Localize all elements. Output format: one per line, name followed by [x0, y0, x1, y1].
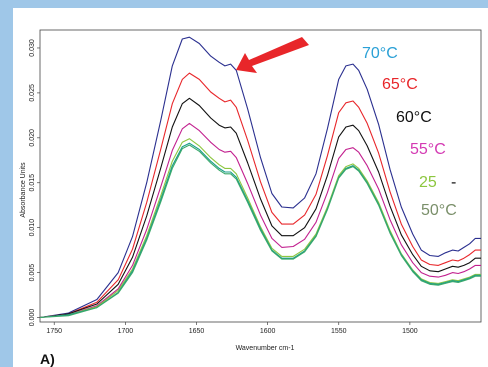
plot-frame	[39, 29, 482, 323]
y-tick-label: 0.025	[29, 84, 36, 102]
x-tick-label: 1550	[331, 328, 347, 335]
x-axis-title: Wavenumber cm-1	[236, 345, 295, 352]
annotation-60c: 60°C	[396, 109, 432, 126]
series-line-7	[39, 144, 481, 319]
series-line-4	[39, 122, 481, 319]
series-line-1	[39, 36, 481, 319]
y-tick-label: 0.030	[29, 39, 36, 57]
x-tick-label: 1700	[118, 328, 134, 335]
series-line-5	[39, 138, 481, 319]
y-tick-label: 0.015	[29, 174, 36, 192]
y-tick-label: 0.010	[29, 219, 36, 237]
peak-arrow-shape	[236, 37, 309, 73]
x-tick-label: 1500	[402, 328, 418, 335]
annotation-25: 25	[419, 174, 437, 191]
y-tick-label: 0.020	[29, 129, 36, 147]
annotation-70c: 70°C	[362, 45, 398, 62]
x-tick-label: 1750	[46, 328, 62, 335]
annotation-50c: 50°C	[421, 202, 457, 219]
y-tick-label: 0.005	[29, 264, 36, 282]
annotation-65c: 65°C	[382, 76, 418, 93]
y-axis-title: Absorbance Units	[20, 162, 27, 218]
x-tick-label: 1650	[189, 328, 205, 335]
panel-label: A)	[40, 351, 55, 367]
x-tick-label: 1600	[260, 328, 276, 335]
series-line-2	[39, 72, 481, 319]
annotation-dash: -	[451, 174, 456, 191]
series-line-3	[39, 97, 481, 319]
peak-arrow	[236, 37, 309, 73]
annotation-55c: 55°C	[410, 141, 446, 158]
y-tick-label: 0.000	[29, 309, 36, 327]
